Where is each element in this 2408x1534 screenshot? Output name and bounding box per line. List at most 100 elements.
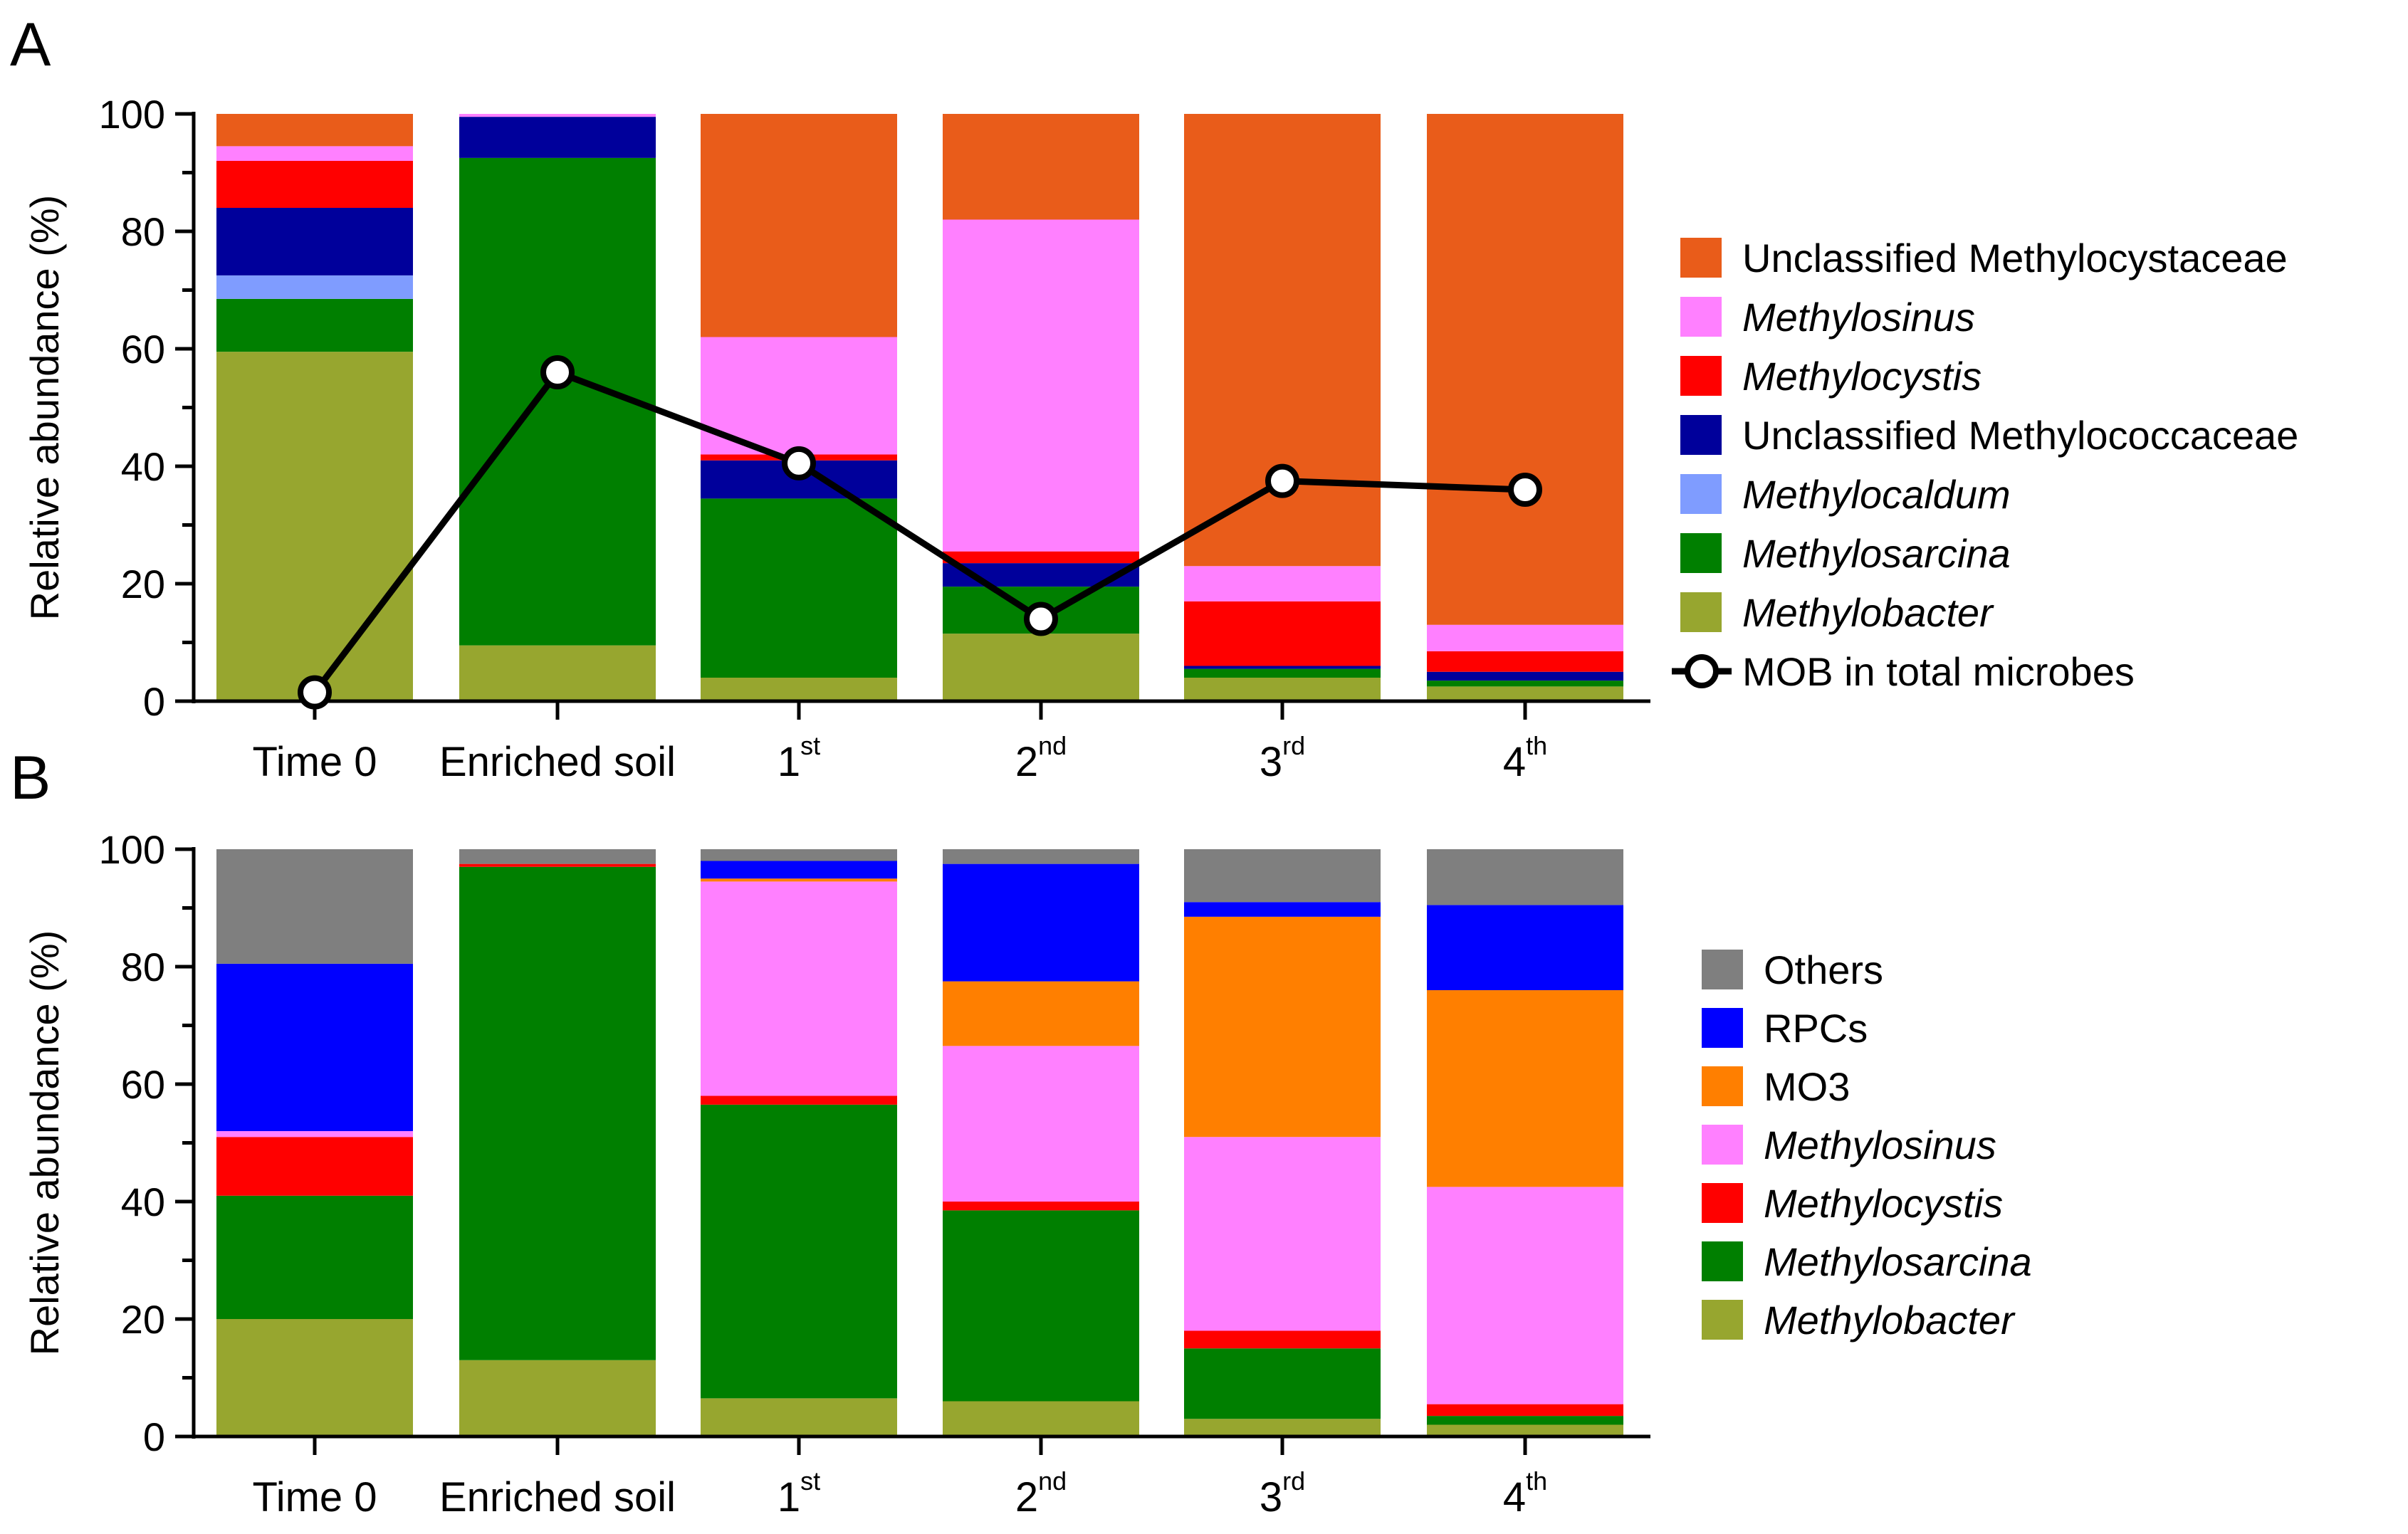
panel-a-category-label: 2nd <box>1015 731 1067 785</box>
panel-a-category-label: Enriched soil <box>439 739 676 785</box>
panel-a-legend-label-unclassified-methylococcaceae: Unclassified Methylococcaceae <box>1742 413 2298 458</box>
panel-b-legend-swatch-methylobacter <box>1702 1300 1743 1340</box>
panel-b-bar-enriched-soil-methylosarcina <box>459 866 656 1360</box>
panel-b-category-label-sup: rd <box>1282 1466 1305 1496</box>
panel-b-category-label-text: 4 <box>1503 1474 1526 1520</box>
panel-a-line-mob-in-total-microbes <box>312 369 1526 695</box>
panel-a-legend-label-methylosarcina: Methylosarcina <box>1742 531 2011 576</box>
panel-a-line-point-3rd <box>1265 463 1299 498</box>
panel-a-bar-3rd-methylobacter <box>1184 678 1381 701</box>
panel-b-category-label-sup: st <box>800 1466 820 1496</box>
panel-b-bar-enriched-soil-others <box>459 849 656 864</box>
panel-b-category-label: 3rd <box>1260 1466 1305 1520</box>
panel-a-bar-enriched-soil-unclassified-methylococcaceae <box>459 117 656 158</box>
panel-a-category-label: 1st <box>778 731 820 785</box>
panel-a-bar-3rd-methylosarcina <box>1184 668 1381 678</box>
panel-b-bar-1st-methylosinus <box>701 881 897 1096</box>
panel-a-bar-1st-methylosinus <box>701 337 897 455</box>
panel-a-category-label-text: 2 <box>1015 739 1038 785</box>
panel-b-legend-label-mo3: MO3 <box>1764 1064 1850 1109</box>
panel-b-bar-enriched-soil-methylocystis <box>459 863 656 867</box>
panel-b-category-label: 1st <box>778 1466 820 1520</box>
panel-a-bar-4th-unclassified-methylococcaceae <box>1427 671 1623 681</box>
panel-a-bar-time-0-unclassified-methylocystaceae <box>216 114 413 147</box>
panel-a-bar-enriched-soil-methylosarcina <box>459 157 656 646</box>
panel-b-bar-time-0-rpcs <box>216 963 413 1131</box>
panel-b-bar-3rd-rpcs <box>1184 902 1381 917</box>
panel-a-category-label-sup: rd <box>1282 731 1305 760</box>
panel-a-legend-label-methylobacter: Methylobacter <box>1742 590 1994 635</box>
panel-b-bar-3rd-methylocystis <box>1184 1330 1381 1349</box>
panel-b-bar-1st-methylocystis <box>701 1096 897 1105</box>
panel-b-category-label-text: 1 <box>778 1474 800 1520</box>
panel-b-category-label: 4th <box>1503 1466 1547 1520</box>
panel-a-bar-3rd-unclassified-methylocystaceae <box>1184 114 1381 567</box>
panel-a-letter: A <box>10 11 51 79</box>
panel-a-bar-4th-unclassified-methylocystaceae <box>1427 114 1623 625</box>
panel-a-category-label-sup: nd <box>1038 731 1067 760</box>
panel-a-y-tick-label: 60 <box>121 327 165 372</box>
panel-a-category-label-text: Enriched soil <box>439 739 676 785</box>
panel-a-bar-time-0-methylosinus <box>216 146 413 161</box>
panel-a-bar-1st-methylobacter <box>701 678 897 701</box>
panel-a-y-tick-label: 80 <box>121 209 165 254</box>
panel-b-bar-4th-methylobacter <box>1427 1424 1623 1436</box>
panel-b-category-label-text: 3 <box>1260 1474 1282 1520</box>
panel-a-bar-2nd-methylosinus <box>943 219 1139 552</box>
panel-a-bar-enriched-soil-methylosinus <box>459 114 656 117</box>
panel-a-legend-line-marker <box>1685 654 1719 688</box>
panel-b-bar-3rd-methylobacter <box>1184 1419 1381 1436</box>
panel-a-line-point-2nd <box>1024 601 1058 636</box>
panel-a-y-tick-label: 40 <box>121 444 165 489</box>
panel-b-y-tick-label: 40 <box>121 1180 165 1224</box>
panel-b-legend-label-rpcs: RPCs <box>1764 1006 1868 1051</box>
panel-b-legend-swatch-methylosarcina <box>1702 1241 1743 1281</box>
panel-b-bar-3rd-methylosinus <box>1184 1137 1381 1331</box>
panel-a-category-label-text: 1 <box>778 739 800 785</box>
panel-b-y-axis-title: Relative abundance (%) <box>22 930 67 1356</box>
panel-b-category-label: Enriched soil <box>439 1474 676 1520</box>
panel-b-legend-swatch-methylosinus <box>1702 1125 1743 1165</box>
panel-a-bar-3rd-methylocystis <box>1184 601 1381 666</box>
panel-b-y-tick-label: 80 <box>121 945 165 989</box>
panel-b-legend-label-methylosarcina: Methylosarcina <box>1764 1239 2032 1284</box>
panel-b-bar-4th-mo3 <box>1427 990 1623 1187</box>
panel-b-legend-label-methylosinus: Methylosinus <box>1764 1123 1996 1167</box>
panel-b-bar-2nd-methylocystis <box>943 1202 1139 1211</box>
panel-b-category-label-text: Enriched soil <box>439 1474 676 1520</box>
panel-a-bar-enriched-soil-methylobacter <box>459 645 656 701</box>
panel-a-legend-swatch-methylocaldum <box>1680 474 1722 514</box>
panel-a-bar-time-0-methylocystis <box>216 161 413 208</box>
panel-a-bar-2nd-unclassified-methylocystaceae <box>943 114 1139 220</box>
panel-a-bar-1st-methylosarcina <box>701 498 897 678</box>
panel-b-bar-4th-methylosinus <box>1427 1187 1623 1404</box>
panel-b-bar-2nd-methylosinus <box>943 1046 1139 1202</box>
panel-a-category-label-text: 4 <box>1503 739 1526 785</box>
panel-a-bar-2nd-methylocystis <box>943 551 1139 564</box>
panel-b-bar-3rd-mo3 <box>1184 916 1381 1138</box>
panel-b-y-tick-label: 20 <box>121 1297 165 1342</box>
panel-a-legend-label-unclassified-methylocystaceae: Unclassified Methylocystaceae <box>1742 236 2288 280</box>
panel-b-legend-swatch-mo3 <box>1702 1066 1743 1106</box>
panel-b-y-tick-label: 0 <box>143 1414 165 1459</box>
panel-a-category-label: 3rd <box>1260 731 1305 785</box>
panel-b-bar-3rd-methylosarcina <box>1184 1348 1381 1419</box>
panel-a-category-label-sup: th <box>1526 731 1547 760</box>
panel-a-y-tick-label: 0 <box>143 679 165 724</box>
panel-b-y-tick-label: 100 <box>99 827 165 872</box>
panel-a-category-label-text: Time 0 <box>252 739 377 785</box>
panel-a-bar-time-0-methylosarcina <box>216 298 413 352</box>
panel-a-line-point-1st <box>782 446 816 480</box>
panel-b-legend-label-others: Others <box>1764 947 1883 992</box>
panel-b-bar-time-0-methylosinus <box>216 1131 413 1138</box>
panel-b-bar-4th-methylosarcina <box>1427 1416 1623 1425</box>
panel-b-bar-1st-mo3 <box>701 878 897 882</box>
panel-a-legend-swatch-unclassified-methylocystaceae <box>1680 238 1722 278</box>
panel-a-legend-label-methylosinus: Methylosinus <box>1742 295 1975 340</box>
panel-b-bar-enriched-soil-methylobacter <box>459 1360 656 1436</box>
panel-b-legend-label-methylocystis: Methylocystis <box>1764 1181 2003 1226</box>
panel-b-legend-swatch-rpcs <box>1702 1008 1743 1048</box>
panel-a-category-label-sup: st <box>800 731 820 760</box>
panel-b-legend-swatch-others <box>1702 950 1743 989</box>
